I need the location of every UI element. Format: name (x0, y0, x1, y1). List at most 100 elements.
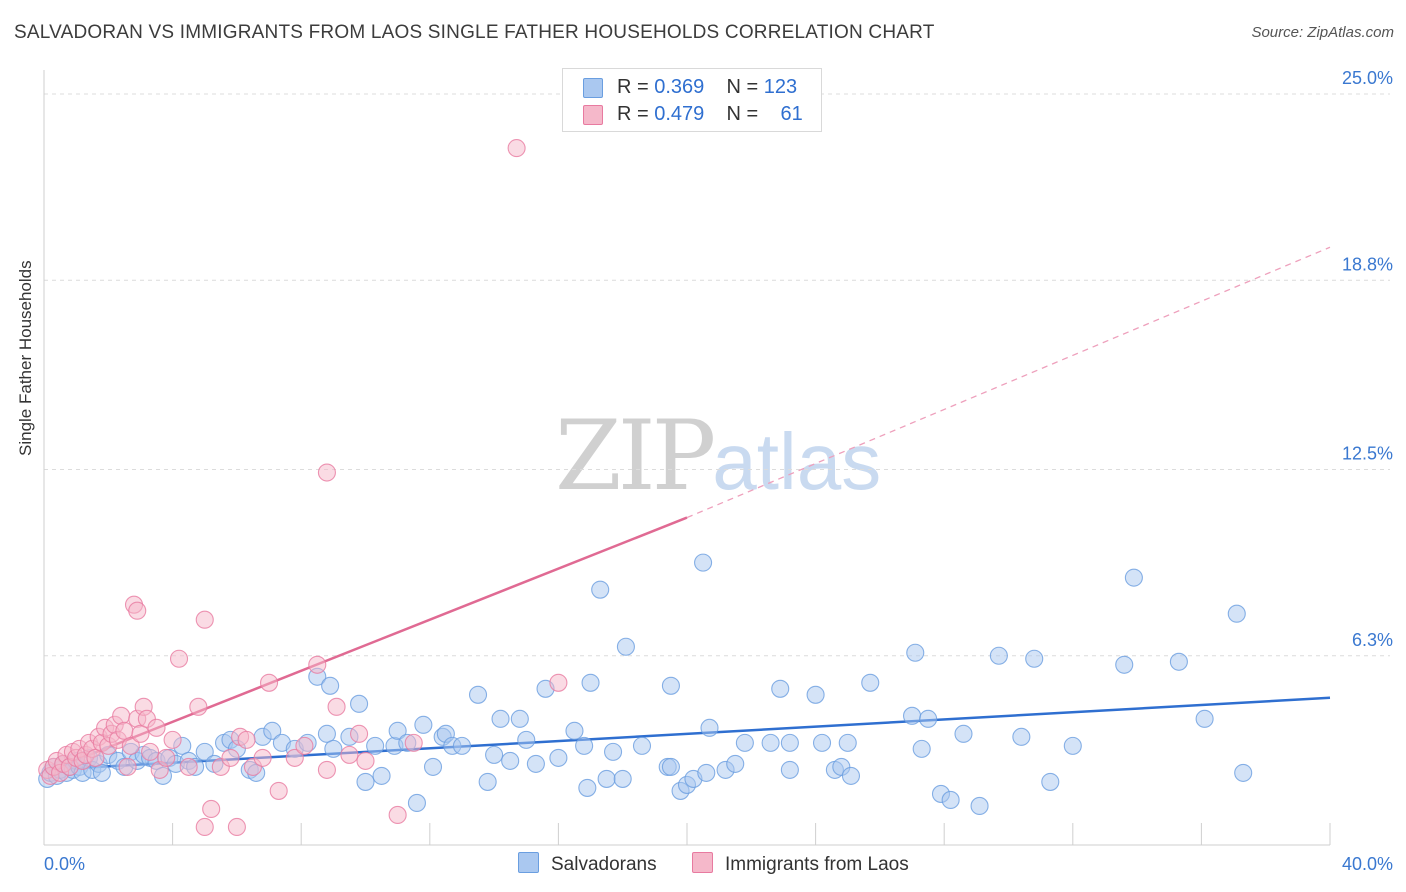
laos-point (128, 601, 147, 620)
laos-point (195, 610, 214, 629)
salvadorans-point (1124, 568, 1143, 587)
laos-point (169, 649, 189, 668)
x-tick-label: 0.0% (44, 854, 85, 874)
y-axis-label: Single Father Households (16, 260, 35, 456)
laos-point (112, 706, 131, 725)
salvadorans-point (735, 733, 754, 752)
laos-point (317, 463, 336, 482)
laos-point (221, 748, 240, 767)
laos-point (86, 748, 105, 767)
salvadorans-point (591, 580, 610, 599)
salvadorans-point (1041, 772, 1060, 791)
chart-title: SALVADORAN VS IMMIGRANTS FROM LAOS SINGL… (14, 22, 935, 43)
salvadorans-point (632, 736, 652, 755)
laos-point (141, 742, 160, 761)
salvadorans-point (324, 739, 343, 758)
salvadorans-point (263, 721, 282, 740)
grid-lines (44, 93, 1390, 657)
salvadorans-point (366, 736, 385, 755)
salvadorans-point (806, 685, 825, 704)
laos-point (179, 757, 198, 776)
bottom-legend-salvadorans: Salvadorans (518, 852, 657, 876)
salvadorans-point (616, 637, 635, 656)
salvadorans-point (1234, 763, 1253, 782)
salvadorans-point (1012, 727, 1031, 746)
legend-swatch (583, 78, 603, 98)
laos-point (147, 718, 166, 737)
laos-point (118, 757, 137, 776)
salvadorans-point (861, 673, 880, 692)
salvadorans-point (510, 709, 529, 728)
salvadorans-point (989, 646, 1008, 665)
salvadorans-point (941, 790, 960, 809)
salvadorans-point (549, 748, 568, 767)
bottom-legend-laos: Immigrants from Laos (692, 852, 909, 876)
laos-point (388, 805, 407, 825)
salvadorans-point (954, 724, 973, 743)
chart-source: Source: ZipAtlas.com (1251, 24, 1394, 41)
salvadorans-point (581, 673, 600, 692)
y-tick-label: 6.3% (1352, 630, 1393, 650)
salvadorans-point (517, 730, 536, 749)
laos-point (404, 733, 423, 752)
laos-point (327, 697, 346, 716)
salvadorans-point (452, 736, 472, 755)
laos-trend-extension (686, 246, 1331, 519)
salvadorans-point (726, 754, 745, 773)
salvadorans-point (780, 733, 799, 752)
salvadorans-point (468, 685, 488, 704)
salvadorans-point (697, 763, 716, 782)
salvadorans-point (423, 757, 443, 776)
salvadorans-point (372, 766, 391, 785)
laos-point (507, 139, 526, 158)
correlation-legend: R = 0.369 N = 123 R = 0.479 N = 61 (562, 68, 822, 132)
salvadorans-point (388, 721, 407, 740)
laos-point (356, 751, 375, 770)
laos-point (317, 760, 336, 779)
salvadorans-point (407, 793, 426, 812)
laos-point (308, 655, 327, 674)
salvadorans-point (902, 706, 922, 725)
salvadorans-point (526, 754, 545, 773)
salvadorans-point (838, 733, 857, 752)
salvadorans-point (771, 679, 790, 698)
salvadorans-point (761, 733, 780, 752)
salvadorans-point (1025, 649, 1044, 668)
salvadorans-point (1195, 709, 1214, 728)
salvadorans-point (356, 772, 375, 791)
salvadorans-point (1227, 604, 1246, 623)
salvadorans-point (1115, 655, 1134, 674)
laos-point (340, 745, 359, 764)
laos-point (227, 817, 246, 837)
salvadorans-point (321, 676, 340, 695)
axes (43, 70, 1331, 846)
salvadorans-point (1063, 736, 1082, 755)
laos-point (259, 673, 279, 692)
salvadorans-point (700, 718, 719, 737)
salvadorans-point (317, 724, 336, 743)
laos-point (131, 724, 150, 743)
legend-swatch (692, 852, 713, 873)
salvadorans-point (491, 709, 510, 728)
salvadorans-point (565, 721, 584, 740)
salvadorans-point (919, 709, 938, 728)
laos-point (202, 799, 221, 819)
salvadorans-point (970, 796, 989, 815)
salvadorans-point (613, 769, 632, 788)
laos-point (115, 721, 134, 740)
laos-point (549, 673, 568, 692)
salvadorans-point (501, 751, 520, 770)
laos-point (285, 748, 304, 767)
y-tick-label: 25.0% (1342, 68, 1393, 88)
laos-point (157, 748, 176, 767)
laos-point (189, 697, 208, 716)
salvadorans-point (780, 760, 799, 779)
laos-point (295, 736, 314, 755)
laos-point (237, 730, 256, 749)
salvadorans-point (906, 643, 925, 662)
tick-labels: 6.3% 12.5% 18.8% 25.0% 0.0% 40.0% (44, 68, 1393, 874)
laos-point (350, 724, 369, 743)
salvadorans-point (841, 766, 861, 785)
salvadorans-point (694, 553, 713, 572)
